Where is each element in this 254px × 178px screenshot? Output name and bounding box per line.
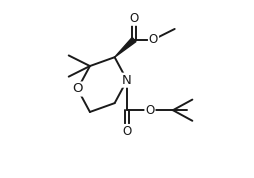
Text: O: O <box>149 33 158 46</box>
Text: O: O <box>145 104 155 117</box>
Text: O: O <box>72 82 83 96</box>
Text: O: O <box>130 12 139 25</box>
Text: O: O <box>122 125 132 138</box>
Polygon shape <box>115 37 136 57</box>
Text: N: N <box>122 74 132 87</box>
